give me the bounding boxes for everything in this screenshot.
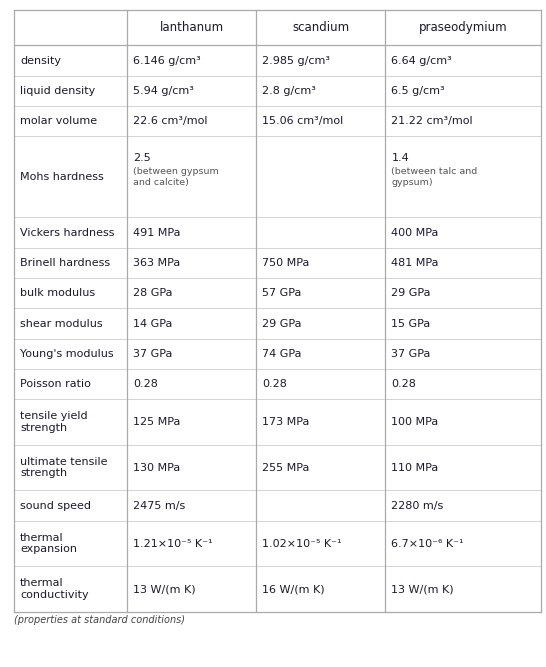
Text: 0.28: 0.28 xyxy=(391,380,416,390)
Text: ultimate tensile
strength: ultimate tensile strength xyxy=(20,457,108,478)
Text: thermal
expansion: thermal expansion xyxy=(20,533,77,554)
Text: 481 MPa: 481 MPa xyxy=(391,258,439,268)
Text: 16 W/(m K): 16 W/(m K) xyxy=(262,584,325,594)
Text: 2475 m/s: 2475 m/s xyxy=(133,500,186,510)
Text: Poisson ratio: Poisson ratio xyxy=(20,380,91,390)
Text: shear modulus: shear modulus xyxy=(20,319,103,329)
Text: bulk modulus: bulk modulus xyxy=(20,288,95,298)
Text: 14 GPa: 14 GPa xyxy=(133,319,173,329)
Text: (between talc and
gypsum): (between talc and gypsum) xyxy=(391,167,478,187)
Text: 6.5 g/cm³: 6.5 g/cm³ xyxy=(391,86,445,96)
Text: 491 MPa: 491 MPa xyxy=(133,227,181,237)
Text: molar volume: molar volume xyxy=(20,116,97,126)
Text: thermal
conductivity: thermal conductivity xyxy=(20,578,88,600)
Text: density: density xyxy=(20,55,61,65)
Text: 57 GPa: 57 GPa xyxy=(262,288,302,298)
Text: 37 GPa: 37 GPa xyxy=(391,349,431,359)
Text: sound speed: sound speed xyxy=(20,500,91,510)
Text: (properties at standard conditions): (properties at standard conditions) xyxy=(14,615,185,625)
Text: 6.7×10⁻⁶ K⁻¹: 6.7×10⁻⁶ K⁻¹ xyxy=(391,538,464,548)
Text: 6.146 g/cm³: 6.146 g/cm³ xyxy=(133,55,201,65)
Text: praseodymium: praseodymium xyxy=(419,21,507,34)
Text: 6.64 g/cm³: 6.64 g/cm³ xyxy=(391,55,452,65)
Text: 1.02×10⁻⁵ K⁻¹: 1.02×10⁻⁵ K⁻¹ xyxy=(262,538,342,548)
Text: 28 GPa: 28 GPa xyxy=(133,288,173,298)
Text: 100 MPa: 100 MPa xyxy=(391,417,438,427)
Text: 255 MPa: 255 MPa xyxy=(262,463,310,473)
Text: 13 W/(m K): 13 W/(m K) xyxy=(133,584,196,594)
Text: Mohs hardness: Mohs hardness xyxy=(20,172,104,182)
Text: 125 MPa: 125 MPa xyxy=(133,417,181,427)
Text: 0.28: 0.28 xyxy=(133,380,158,390)
Text: 15 GPa: 15 GPa xyxy=(391,319,431,329)
Text: 173 MPa: 173 MPa xyxy=(262,417,310,427)
Text: 363 MPa: 363 MPa xyxy=(133,258,181,268)
Text: 2.985 g/cm³: 2.985 g/cm³ xyxy=(262,55,330,65)
Text: Young's modulus: Young's modulus xyxy=(20,349,114,359)
Text: Vickers hardness: Vickers hardness xyxy=(20,227,115,237)
Text: Brinell hardness: Brinell hardness xyxy=(20,258,110,268)
Text: 1.21×10⁻⁵ K⁻¹: 1.21×10⁻⁵ K⁻¹ xyxy=(133,538,213,548)
Text: 15.06 cm³/mol: 15.06 cm³/mol xyxy=(262,116,343,126)
Text: 130 MPa: 130 MPa xyxy=(133,463,181,473)
Text: lanthanum: lanthanum xyxy=(159,21,223,34)
Text: (between gypsum
and calcite): (between gypsum and calcite) xyxy=(133,167,219,187)
Text: 2.5: 2.5 xyxy=(133,153,151,163)
Text: scandium: scandium xyxy=(292,21,349,34)
Text: tensile yield
strength: tensile yield strength xyxy=(20,412,87,433)
Text: 5.94 g/cm³: 5.94 g/cm³ xyxy=(133,86,194,96)
Text: 13 W/(m K): 13 W/(m K) xyxy=(391,584,454,594)
Text: 110 MPa: 110 MPa xyxy=(391,463,438,473)
Text: 29 GPa: 29 GPa xyxy=(391,288,431,298)
Text: 2.8 g/cm³: 2.8 g/cm³ xyxy=(262,86,316,96)
Text: 21.22 cm³/mol: 21.22 cm³/mol xyxy=(391,116,473,126)
Text: 400 MPa: 400 MPa xyxy=(391,227,439,237)
Text: 22.6 cm³/mol: 22.6 cm³/mol xyxy=(133,116,208,126)
Text: 29 GPa: 29 GPa xyxy=(262,319,302,329)
Text: liquid density: liquid density xyxy=(20,86,95,96)
Text: 0.28: 0.28 xyxy=(262,380,287,390)
Text: 1.4: 1.4 xyxy=(391,153,409,163)
Text: 750 MPa: 750 MPa xyxy=(262,258,310,268)
Text: 2280 m/s: 2280 m/s xyxy=(391,500,444,510)
Text: 37 GPa: 37 GPa xyxy=(133,349,173,359)
Text: 74 GPa: 74 GPa xyxy=(262,349,302,359)
